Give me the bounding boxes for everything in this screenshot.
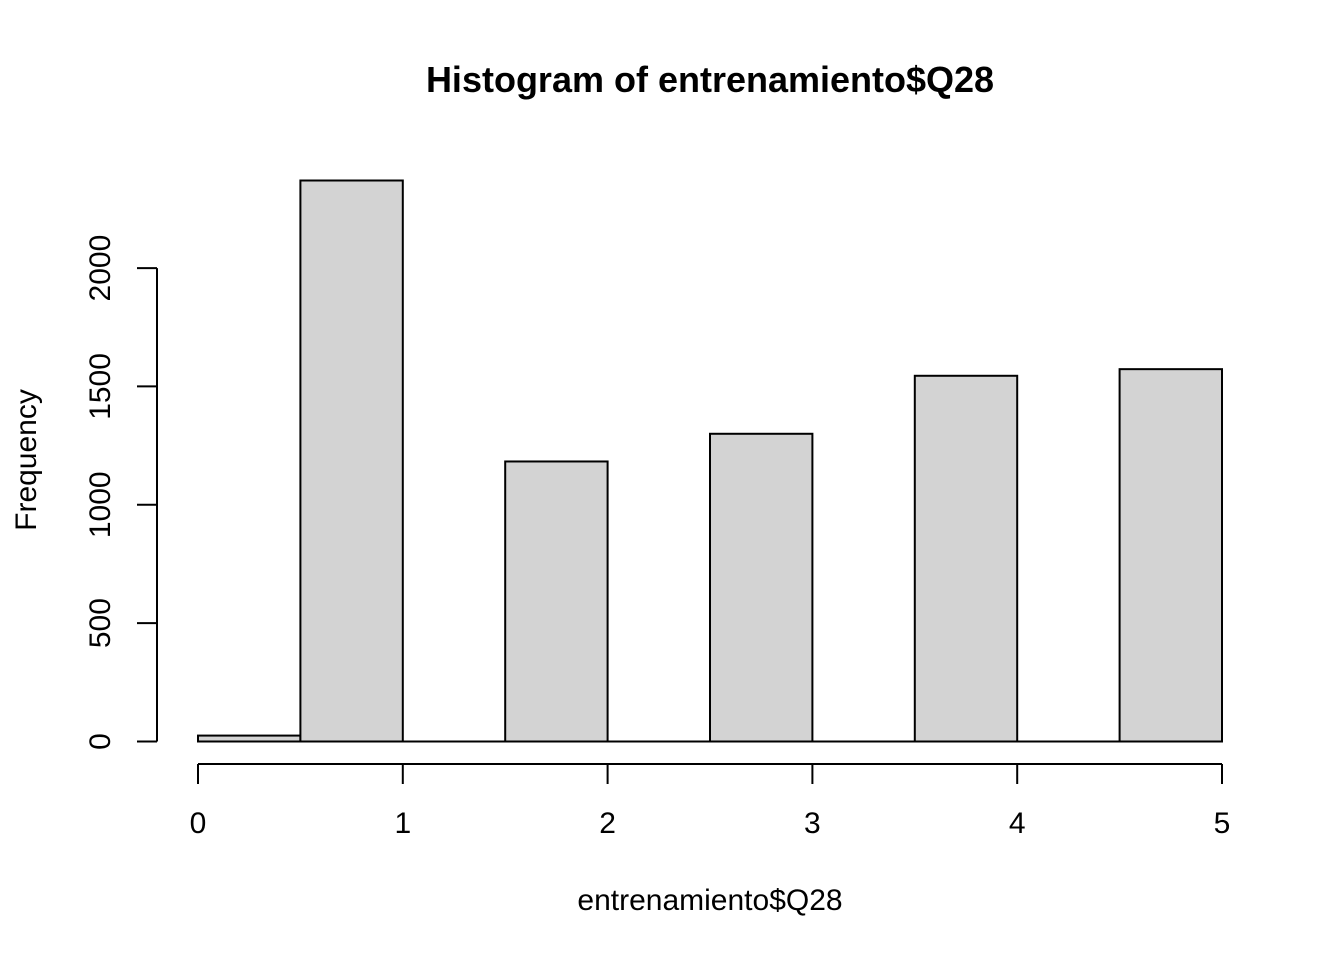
bar <box>299 179 404 743</box>
y-tick-label: 1500 <box>84 353 117 420</box>
x-axis-title: entrenamiento$Q28 <box>577 884 842 917</box>
x-tick-label: 3 <box>804 807 821 840</box>
y-axis-title: Frequency <box>10 389 43 531</box>
x-tick-label: 1 <box>394 807 411 840</box>
bar <box>504 460 609 743</box>
x-tick-label: 2 <box>599 807 616 840</box>
x-axis: 0 1 2 3 4 5 <box>190 763 1231 840</box>
bar <box>913 374 1019 743</box>
x-tick-label: 4 <box>1009 807 1026 840</box>
bar <box>709 432 814 743</box>
y-axis: 0 500 1000 1500 2000 <box>84 235 158 750</box>
x-tick-label: 5 <box>1214 807 1231 840</box>
bars-group <box>197 179 1223 743</box>
y-tick-label: 0 <box>84 733 117 750</box>
bar <box>197 734 302 743</box>
chart-title: Histogram of entrenamiento$Q28 <box>426 59 994 100</box>
y-tick-label: 2000 <box>84 235 117 302</box>
y-tick-label: 1000 <box>84 471 117 538</box>
bar <box>1118 368 1223 743</box>
x-tick-label: 0 <box>190 807 207 840</box>
y-tick-label: 500 <box>84 598 117 648</box>
